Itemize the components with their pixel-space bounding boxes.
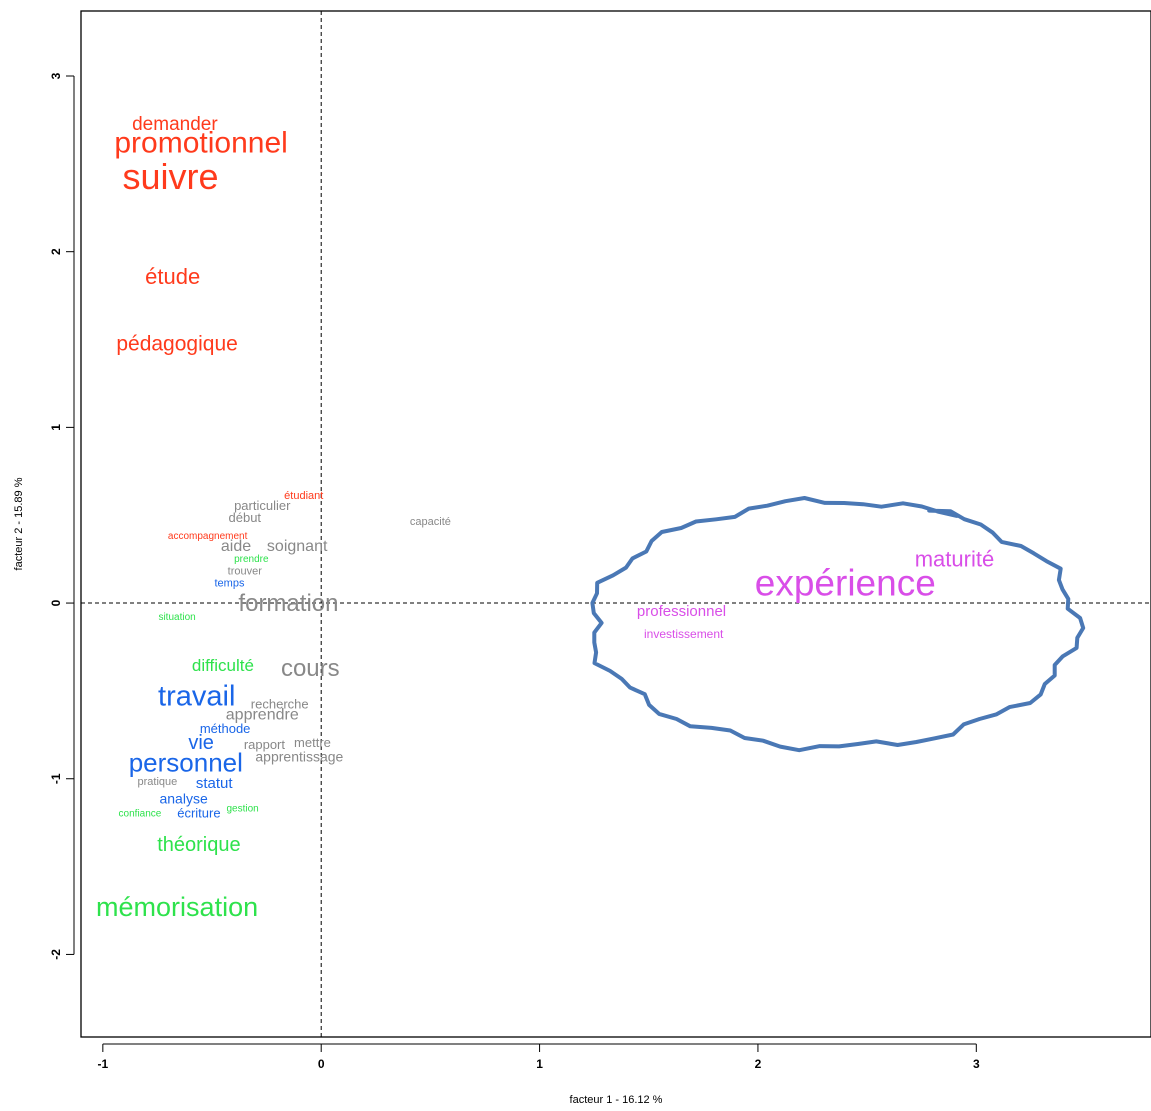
word-label: accompagnement (168, 531, 248, 542)
word-label: cours (281, 655, 340, 682)
word-label: mémorisation (96, 892, 258, 922)
word-label: demander (132, 114, 218, 135)
word-label: gestion (226, 803, 258, 814)
word-label: travail (158, 681, 235, 713)
x-tick-label: 2 (755, 1057, 762, 1071)
word-label: soignant (267, 538, 328, 555)
word-label: vie (188, 732, 214, 754)
y-tick-label: -2 (49, 949, 63, 960)
word-label: prendre (234, 554, 269, 565)
y-tick-label: 0 (49, 599, 63, 606)
x-axis-title: facteur 1 - 16.12 % (570, 1094, 663, 1106)
reference-lines (81, 11, 1151, 1037)
word-label: investissement (644, 627, 724, 641)
word-label: statut (196, 775, 234, 792)
y-tick-label: 3 (49, 72, 63, 79)
word-label: écriture (177, 805, 220, 820)
word-label: analyse (159, 791, 207, 807)
y-tick-label: -1 (49, 773, 63, 784)
word-label: confiance (119, 809, 162, 820)
word-label: promotionnel (114, 126, 287, 159)
x-axis: -1 0 1 2 3 (98, 1043, 980, 1071)
plot-frame (80, 10, 1151, 1038)
word-label: capacité (410, 516, 451, 528)
y-tick-label: 2 (49, 248, 63, 255)
y-axis-title: facteur 2 - 15.89 % (13, 477, 25, 570)
x-tick-label: 1 (536, 1057, 543, 1071)
word-label: théorique (157, 834, 240, 856)
word-label: pédagogique (116, 332, 237, 355)
word-label: personnel (129, 748, 243, 778)
word-label: début (229, 510, 262, 525)
word-label: étude (145, 264, 200, 289)
word-label: mettre (294, 735, 331, 750)
x-tick-label: 3 (973, 1057, 980, 1071)
word-label: temps (215, 578, 245, 590)
word-label: trouver (228, 565, 263, 577)
word-label: recherche (251, 696, 309, 711)
word-label: expérience (755, 562, 936, 603)
word-label: particulier (234, 498, 291, 513)
word-label: aide (221, 538, 251, 555)
word-label: pratique (138, 776, 178, 788)
word-label: méthode (200, 721, 251, 736)
y-tick-label: 1 (49, 424, 63, 431)
word-label: professionnel (637, 603, 726, 620)
word-label: rapport (244, 737, 286, 752)
word-label: maturité (915, 547, 994, 572)
x-tick-label: -1 (98, 1057, 109, 1071)
word-label: apprendre (226, 707, 299, 724)
word-label: formation (238, 590, 338, 617)
word-label: difficulté (192, 656, 254, 675)
word-label: étudiant (284, 490, 323, 502)
word-label: apprentissage (255, 748, 343, 764)
word-label: suivre (123, 156, 219, 197)
x-tick-label: 0 (318, 1057, 325, 1071)
word-label: situation (158, 612, 195, 623)
hand-drawn-ellipse-annotation (590, 496, 1086, 753)
y-axis: -2 -1 0 1 2 3 (49, 72, 75, 960)
